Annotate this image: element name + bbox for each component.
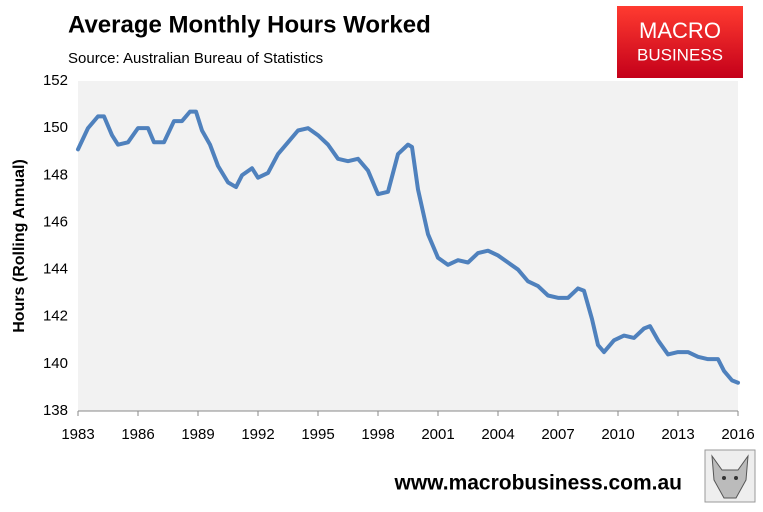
y-tick-label: 146 (43, 213, 68, 230)
x-tick-label: 2001 (421, 426, 454, 443)
y-axis-label: Hours (Rolling Annual) (11, 159, 28, 333)
y-tick-label: 148 (43, 166, 68, 183)
logo-box (617, 6, 743, 78)
x-tick-label: 1998 (361, 426, 394, 443)
x-tick-label: 2016 (721, 426, 754, 443)
y-tick-label: 138 (43, 402, 68, 419)
y-tick-label: 152 (43, 72, 68, 89)
y-tick-label: 142 (43, 308, 68, 325)
plot-area (78, 81, 738, 411)
chart-title: Average Monthly Hours Worked (68, 11, 431, 38)
x-tick-label: 1992 (241, 426, 274, 443)
logo-text: MACRO (639, 18, 721, 43)
x-tick-label: 2007 (541, 426, 574, 443)
x-tick-label: 2010 (601, 426, 634, 443)
logo-text: BUSINESS (637, 45, 723, 64)
chart-subtitle: Source: Australian Bureau of Statistics (68, 50, 323, 67)
y-tick-label: 140 (43, 355, 68, 372)
x-tick-label: 1983 (61, 426, 94, 443)
y-tick-label: 150 (43, 119, 68, 136)
x-tick-label: 1989 (181, 426, 214, 443)
wolf-icon (704, 449, 756, 503)
x-tick-label: 2013 (661, 426, 694, 443)
footer: www.macrobusiness.com.au (394, 472, 682, 495)
x-tick-label: 2004 (481, 426, 514, 443)
x-tick-label: 1986 (121, 426, 154, 443)
x-tick-label: 1995 (301, 426, 334, 443)
line-series (76, 109, 740, 385)
y-tick-label: 144 (43, 261, 68, 278)
